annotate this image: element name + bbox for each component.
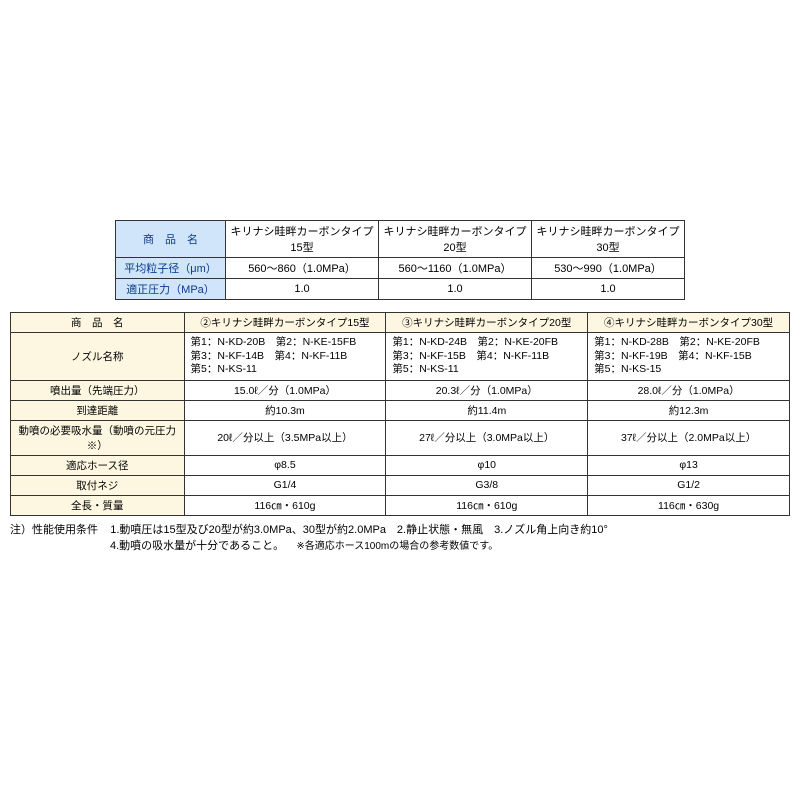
cell: φ8.5 (184, 455, 386, 475)
cell: 37ℓ／分以上（2.0MPa以上） (588, 420, 790, 455)
cell-nozzle: 第1：N-KD-24B 第2：N-KE-20FB第3：N-KF-15B 第4：N… (386, 333, 588, 381)
table-row: 平均粒子径（μm） 560～860（1.0MPa） 560～1160（1.0MP… (116, 258, 685, 279)
cell: 1.0 (226, 279, 379, 300)
cell: キリナシ畦畔カーボンタイプ20型 (379, 221, 532, 258)
notes-line2: 4.動噴の吸水量が十分であること。 ※各適応ホース100mの場合の参考数値です。 (10, 538, 790, 555)
cell-header-label: 商 品 名 (11, 313, 185, 333)
cell: G1/4 (184, 475, 386, 495)
table-row: 到達距離 約10.3m 約11.4m 約12.3m (11, 400, 790, 420)
table-row: 商 品 名 ②キリナシ畦畔カーボンタイプ15型 ③キリナシ畦畔カーボンタイプ20… (11, 313, 790, 333)
cell-label: 取付ネジ (11, 475, 185, 495)
cell-header: ②キリナシ畦畔カーボンタイプ15型 (184, 313, 386, 333)
notes-prefix: 注）性能使用条件 (10, 524, 98, 536)
cell: 約12.3m (588, 400, 790, 420)
cell-particle-label: 平均粒子径（μm） (116, 258, 226, 279)
cell-product-name-label: 商 品 名 (116, 221, 226, 258)
table-row: 適応ホース径 φ8.5 φ10 φ13 (11, 455, 790, 475)
cell: 約11.4m (386, 400, 588, 420)
cell-header: ③キリナシ畦畔カーボンタイプ20型 (386, 313, 588, 333)
cell: 116㎝・630g (588, 495, 790, 515)
cell-pressure-label: 適正圧力（MPa） (116, 279, 226, 300)
cell: φ10 (386, 455, 588, 475)
cell: 530～990（1.0MPa） (532, 258, 685, 279)
cell: 1.0 (379, 279, 532, 300)
table-row: 全長・質量 116㎝・610g 116㎝・610g 116㎝・630g (11, 495, 790, 515)
cell-label: 全長・質量 (11, 495, 185, 515)
cell: 1.0 (532, 279, 685, 300)
cell: 28.0ℓ／分（1.0MPa） (588, 380, 790, 400)
table-row: 動噴の必要吸水量（動噴の元圧力※） 20ℓ／分以上（3.5MPa以上） 27ℓ／… (11, 420, 790, 455)
cell: キリナシ畦畔カーボンタイプ30型 (532, 221, 685, 258)
cell-label: 適応ホース径 (11, 455, 185, 475)
table-row: ノズル名称 第1：N-KD-20B 第2：N-KE-15FB第3：N-KF-14… (11, 333, 790, 381)
cell: G3/8 (386, 475, 588, 495)
cell: 20.3ℓ／分（1.0MPa） (386, 380, 588, 400)
table-row: 適正圧力（MPa） 1.0 1.0 1.0 (116, 279, 685, 300)
cell-header: ④キリナシ畦畔カーボンタイプ30型 (588, 313, 790, 333)
cell: キリナシ畦畔カーボンタイプ15型 (226, 221, 379, 258)
cell: G1/2 (588, 475, 790, 495)
cell-label: 動噴の必要吸水量（動噴の元圧力※） (11, 420, 185, 455)
table-row: 取付ネジ G1/4 G3/8 G1/2 (11, 475, 790, 495)
notes-line1: 注）性能使用条件 1.動噴圧は15型及び20型が約3.0MPa、30型が約2.0… (10, 522, 790, 539)
cell: 116㎝・610g (184, 495, 386, 515)
notes-small: ※各適応ホース100mの場合の参考数値です。 (296, 541, 498, 552)
cell: 560～1160（1.0MPa） (379, 258, 532, 279)
cell: 約10.3m (184, 400, 386, 420)
cell-label: 噴出量（先端圧力） (11, 380, 185, 400)
notes-block: 注）性能使用条件 1.動噴圧は15型及び20型が約3.0MPa、30型が約2.0… (10, 522, 790, 555)
table-row: 噴出量（先端圧力） 15.0ℓ／分（1.0MPa） 20.3ℓ／分（1.0MPa… (11, 380, 790, 400)
cell: 15.0ℓ／分（1.0MPa） (184, 380, 386, 400)
cell: 116㎝・610g (386, 495, 588, 515)
summary-table: 商 品 名 キリナシ畦畔カーボンタイプ15型 キリナシ畦畔カーボンタイプ20型 … (115, 220, 685, 300)
cell-label: 到達距離 (11, 400, 185, 420)
notes-text2: 4.動噴の吸水量が十分であること。 (110, 540, 284, 552)
table-row: 商 品 名 キリナシ畦畔カーボンタイプ15型 キリナシ畦畔カーボンタイプ20型 … (116, 221, 685, 258)
spec-table: 商 品 名 ②キリナシ畦畔カーボンタイプ15型 ③キリナシ畦畔カーボンタイプ20… (10, 312, 790, 516)
cell-nozzle-label: ノズル名称 (11, 333, 185, 381)
notes-text1: 1.動噴圧は15型及び20型が約3.0MPa、30型が約2.0MPa 2.静止状… (110, 524, 608, 536)
cell: 560～860（1.0MPa） (226, 258, 379, 279)
cell: 20ℓ／分以上（3.5MPa以上） (184, 420, 386, 455)
cell-nozzle: 第1：N-KD-28B 第2：N-KE-20FB第3：N-KF-19B 第4：N… (588, 333, 790, 381)
cell: 27ℓ／分以上（3.0MPa以上） (386, 420, 588, 455)
cell-nozzle: 第1：N-KD-20B 第2：N-KE-15FB第3：N-KF-14B 第4：N… (184, 333, 386, 381)
cell: φ13 (588, 455, 790, 475)
